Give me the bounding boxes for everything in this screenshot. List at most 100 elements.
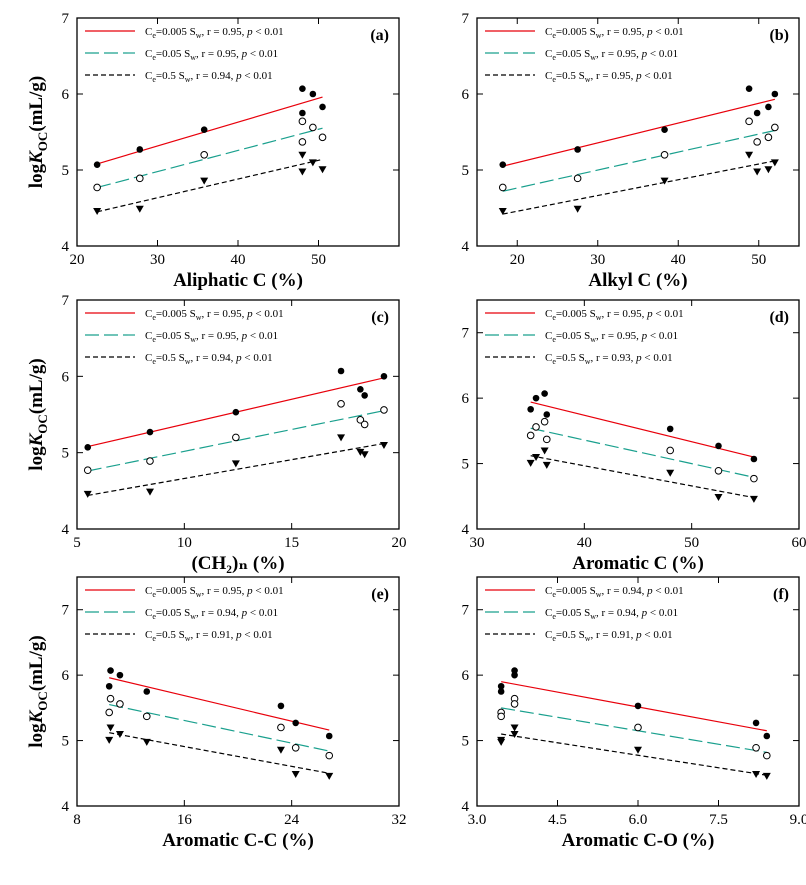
data-point — [497, 712, 505, 721]
data-point — [771, 90, 779, 98]
data-point — [380, 373, 388, 380]
data-point — [298, 168, 307, 176]
data-point — [666, 469, 675, 477]
data-point — [765, 103, 772, 111]
data-point — [540, 447, 549, 455]
plot-frame — [476, 17, 800, 247]
data-point — [107, 667, 114, 674]
data-point — [299, 109, 306, 117]
x-tick-label: 32 — [392, 812, 407, 828]
data-point — [526, 431, 535, 440]
y-tick-label: 7 — [62, 603, 70, 619]
y-tick-label: 4 — [62, 239, 70, 255]
fit-line — [87, 442, 385, 497]
plot-frame — [76, 299, 400, 530]
data-point — [277, 702, 285, 710]
chart-panel-2: 20 30 40 50 4 5 6 7 Alkyl C (%) (b) Ce=0.005 Sw, r… — [462, 11, 800, 291]
data-point — [660, 151, 669, 159]
data-point — [753, 168, 762, 176]
data-point — [83, 490, 92, 498]
fit-line — [502, 160, 775, 215]
y-tick-label: 5 — [62, 446, 70, 462]
data-point — [497, 738, 506, 746]
data-point — [542, 461, 551, 469]
data-point — [532, 423, 540, 431]
legend-label: Ce=0.05 Sw, r = 0.95, p < 0.01 — [545, 48, 678, 62]
data-point — [93, 183, 101, 192]
y-tick-label: 6 — [62, 87, 70, 103]
data-point — [83, 466, 92, 475]
data-point — [573, 205, 582, 213]
y-tick-label: 5 — [462, 734, 470, 750]
data-point — [142, 712, 151, 721]
x-tick-label: 40 — [577, 535, 592, 551]
legend-label: Ce=0.005 Sw, r = 0.95, p < 0.01 — [545, 26, 684, 40]
legend-label: Ce=0.005 Sw, r = 0.94, p < 0.01 — [545, 585, 684, 599]
data-point — [634, 702, 642, 710]
chart-panel-5: 8 16 24 32 4 5 6 7 Aromatic C-C (%) logKOC(mL/g) (… — [26, 576, 407, 851]
data-point — [511, 667, 518, 674]
data-point — [498, 183, 507, 192]
data-point — [291, 743, 300, 752]
y-tick-label: 5 — [462, 163, 470, 179]
data-point — [542, 435, 551, 444]
data-point — [200, 126, 208, 134]
data-point — [309, 123, 317, 132]
data-point — [291, 770, 300, 778]
data-point — [146, 457, 154, 465]
y-tick-label: 5 — [462, 457, 470, 473]
panel-label: (b) — [769, 27, 789, 44]
data-point — [745, 117, 753, 126]
data-point — [763, 751, 771, 760]
data-point — [380, 406, 388, 414]
data-point — [666, 425, 674, 433]
x-tick-label: 20 — [392, 535, 407, 551]
data-point — [136, 146, 144, 153]
data-point — [232, 408, 240, 416]
data-point — [106, 694, 115, 703]
data-point — [752, 743, 760, 752]
data-point — [298, 138, 307, 146]
y-tick-label: 7 — [62, 293, 70, 309]
data-point — [325, 751, 334, 760]
x-tick-label: 40 — [671, 252, 686, 268]
y-tick-label: 5 — [62, 163, 70, 179]
x-axis-label: Aromatic C-C (%) — [162, 830, 314, 851]
data-point — [318, 166, 327, 174]
data-point — [361, 392, 368, 399]
data-point — [298, 151, 307, 159]
data-point — [360, 451, 369, 459]
data-point — [116, 700, 124, 708]
data-point — [357, 386, 364, 393]
data-point — [714, 493, 723, 501]
y-tick-label: 7 — [462, 326, 470, 342]
legend-label: Ce=0.5 Sw, r = 0.95, p < 0.01 — [545, 70, 673, 84]
data-point — [309, 90, 317, 98]
data-point — [762, 772, 771, 780]
x-tick-label: 15 — [284, 535, 299, 551]
legend-label: Ce=0.05 Sw, r = 0.94, p < 0.01 — [545, 607, 678, 621]
x-tick-label: 30 — [590, 252, 605, 268]
data-point — [510, 724, 519, 732]
data-point — [276, 746, 285, 754]
data-point — [497, 682, 505, 690]
x-tick-label: 50 — [751, 252, 766, 268]
x-tick-label: 50 — [311, 252, 326, 268]
x-tick-label: 6.0 — [629, 812, 648, 828]
data-point — [540, 417, 549, 426]
chart-panel-6: 3.0 4.5 6.0 7.5 9.0 4 5 6 7 Aromatic C-O (%) (f) Ce… — [462, 576, 806, 851]
data-point — [93, 161, 101, 168]
legend-label: Ce=0.5 Sw, r = 0.94, p < 0.01 — [145, 70, 273, 84]
data-point — [753, 138, 761, 146]
data-point — [634, 723, 642, 732]
data-point — [541, 390, 548, 397]
y-tick-label: 6 — [62, 369, 70, 385]
x-tick-label: 4.5 — [548, 812, 567, 828]
data-point — [292, 719, 299, 727]
data-point — [105, 708, 113, 717]
y-tick-label: 7 — [462, 603, 470, 619]
legend-label: Ce=0.5 Sw, r = 0.91, p < 0.01 — [545, 629, 673, 643]
fit-line — [501, 707, 767, 753]
data-point — [231, 460, 240, 468]
data-point — [666, 446, 675, 455]
